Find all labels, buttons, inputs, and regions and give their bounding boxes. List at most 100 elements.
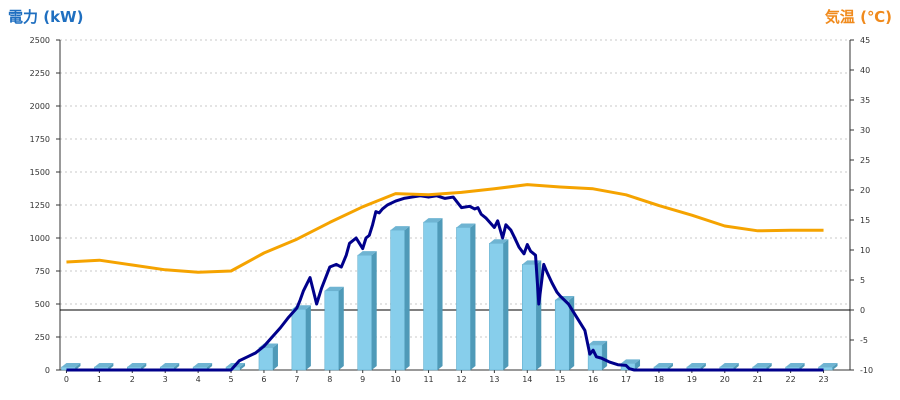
right-tick-label: 45 <box>860 36 870 45</box>
x-tick-label: 18 <box>654 375 664 384</box>
power-bar-top <box>390 226 410 231</box>
power-bar-top <box>653 363 673 367</box>
power-bar-top <box>818 363 838 367</box>
power-bar <box>390 229 405 371</box>
x-tick-label: 7 <box>294 375 299 384</box>
right-tick-label: 0 <box>860 306 865 315</box>
x-tick-label: 0 <box>64 375 69 384</box>
left-tick-label: 750 <box>35 267 50 276</box>
right-axis-title: 気温 (℃) <box>824 8 892 26</box>
x-tick-label: 23 <box>818 375 828 384</box>
power-bar <box>456 227 471 371</box>
power-bar-side <box>141 363 147 370</box>
x-tick-label: 14 <box>522 375 532 384</box>
power-bar-top <box>94 363 114 367</box>
x-tick-label: 16 <box>588 375 598 384</box>
power-bar-side <box>503 239 509 370</box>
power-bar-side <box>305 305 311 370</box>
right-tick-label: 25 <box>860 156 870 165</box>
power-bar-top <box>489 239 509 244</box>
right-tick-label: -5 <box>860 336 868 345</box>
power-bar-top <box>193 363 213 367</box>
power-bar-side <box>371 251 377 370</box>
power-bar-side <box>667 363 673 370</box>
power-bar-side <box>733 363 739 370</box>
power-bar-side <box>470 223 476 370</box>
power-bar <box>324 290 340 371</box>
power-bar-top <box>752 363 772 367</box>
power-bar-side <box>240 363 246 370</box>
power-bar-side <box>75 363 81 370</box>
left-tick-label: 2000 <box>30 102 50 111</box>
power-bar-side <box>272 343 278 370</box>
x-tick-label: 8 <box>327 375 332 384</box>
power-bar-top <box>785 363 805 367</box>
x-tick-label: 17 <box>621 375 631 384</box>
temperature-line <box>66 183 824 274</box>
left-tick-label: 1750 <box>30 135 50 144</box>
x-tick-label: 4 <box>196 375 201 384</box>
power-bar-side <box>602 340 608 370</box>
power-bar-side <box>437 218 443 370</box>
power-bar-side <box>832 363 838 370</box>
x-tick-label: 9 <box>360 375 365 384</box>
power-bar-top <box>160 363 180 367</box>
x-tick-label: 13 <box>489 375 499 384</box>
left-tick-label: 500 <box>35 300 50 309</box>
right-tick-label: 5 <box>860 276 865 285</box>
power-bar-top <box>621 359 641 364</box>
left-tick-label: 2500 <box>30 36 50 45</box>
x-tick-label: 19 <box>687 375 697 384</box>
power-bar-top <box>588 340 608 345</box>
power-bar <box>291 309 307 371</box>
power-bar <box>357 254 372 371</box>
power-bar <box>423 221 438 371</box>
right-tick-label: 40 <box>860 66 870 75</box>
left-tick-label: 1500 <box>30 168 50 177</box>
power-bar-side <box>766 363 772 370</box>
power-bar-side <box>207 363 213 370</box>
right-tick-label: -10 <box>860 366 873 375</box>
power-bar-top <box>423 218 443 223</box>
left-tick-label: 1000 <box>30 234 50 243</box>
x-tick-label: 6 <box>261 375 266 384</box>
power-bar-side <box>108 363 114 370</box>
right-tick-label: 20 <box>860 186 870 195</box>
power-bar-side <box>635 359 641 370</box>
right-tick-label: 35 <box>860 96 870 105</box>
left-tick-label: 1250 <box>30 201 50 210</box>
left-axis-title: 電力 (kW) <box>8 8 84 26</box>
x-tick-label: 1 <box>97 375 102 384</box>
right-tick-label: 15 <box>860 216 870 225</box>
power-bar <box>489 243 504 371</box>
right-tick-label: 30 <box>860 126 870 135</box>
x-tick-label: 11 <box>423 375 433 384</box>
right-tick-label: 10 <box>860 246 870 255</box>
power-bar-top <box>719 363 739 367</box>
x-tick-label: 15 <box>555 375 565 384</box>
x-tick-label: 21 <box>753 375 763 384</box>
power-bar-top <box>357 251 377 256</box>
power-bar-top <box>127 363 147 367</box>
power-bar-top <box>61 363 81 367</box>
power-bar-side <box>799 363 805 370</box>
x-tick-label: 22 <box>786 375 796 384</box>
power-bar-side <box>700 363 706 370</box>
x-tick-label: 5 <box>228 375 233 384</box>
power-bar-top <box>456 223 476 228</box>
left-tick-label: 250 <box>35 333 50 342</box>
power-bar <box>554 299 570 371</box>
x-tick-label: 10 <box>391 375 401 384</box>
power-bar-top <box>686 363 706 367</box>
power-bar-side <box>404 226 410 370</box>
x-tick-label: 20 <box>720 375 730 384</box>
x-tick-label: 2 <box>130 375 135 384</box>
power-bar <box>522 264 537 371</box>
x-tick-label: 3 <box>163 375 168 384</box>
power-line <box>66 194 824 372</box>
power-bar-side <box>338 286 344 370</box>
power-bar-side <box>174 363 180 370</box>
power-bar-side <box>569 296 575 370</box>
power-bar-top <box>324 286 344 291</box>
